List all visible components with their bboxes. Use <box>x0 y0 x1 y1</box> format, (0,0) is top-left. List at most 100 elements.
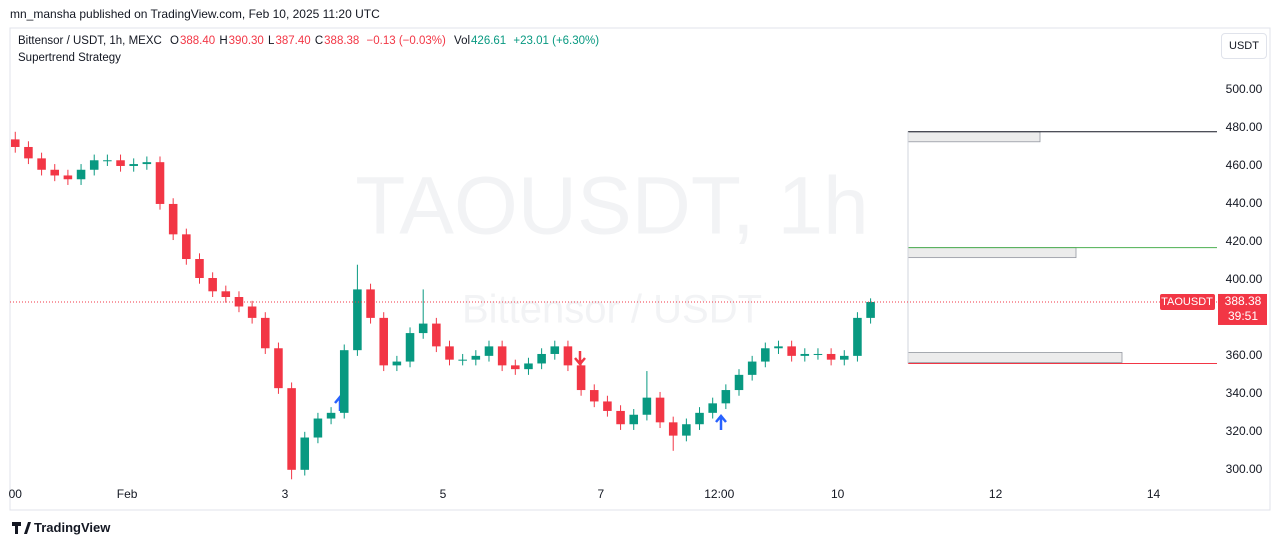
candle-body <box>826 353 836 360</box>
x-tick-label: 12:00 <box>704 487 734 501</box>
candle-body <box>24 146 33 159</box>
candle-body <box>63 175 73 180</box>
logo <box>12 522 31 534</box>
candle-body <box>800 353 810 356</box>
level-box <box>907 131 1041 143</box>
price-tag-countdown: 39:51 <box>1228 309 1258 323</box>
candle-body <box>50 169 60 176</box>
ohlc-label: L <box>268 35 275 47</box>
candle-body <box>734 374 744 391</box>
candle-body <box>642 397 652 415</box>
candle-body <box>287 388 296 470</box>
candle-body <box>221 291 231 297</box>
candle-body <box>603 401 612 411</box>
candle-body <box>103 160 112 162</box>
symbol: Bittensor / USDT, 1h, MEXC <box>18 35 162 47</box>
ohlc-label: C <box>314 35 324 47</box>
candle-body <box>747 361 757 375</box>
candle-body <box>432 323 441 347</box>
legend: Bittensor / USDT, 1h, MEXC O388.40 H390.… <box>18 35 600 47</box>
publish-info: mn_mansha published on TradingView.com, … <box>10 7 380 21</box>
candle-body <box>379 317 388 366</box>
x-tick-label: 12 <box>989 487 1003 501</box>
candle-body <box>484 346 494 356</box>
ohlc-label: O <box>170 35 179 47</box>
candle-body <box>589 390 599 402</box>
ohlc-value: 387.40 <box>275 35 311 47</box>
ohlc-value: 388.40 <box>179 35 216 47</box>
watermark: TAOUSDT, 1h <box>355 161 868 252</box>
candle-body <box>497 346 507 366</box>
candle-body <box>37 158 46 170</box>
level-box <box>907 247 1077 259</box>
candle-body <box>418 323 428 334</box>
x-tick-label: 7 <box>597 487 604 501</box>
y-tick-label: 440.00 <box>1226 196 1263 210</box>
candle-body <box>524 363 533 370</box>
y-tick-label: 400.00 <box>1226 272 1263 286</box>
x-tick-label: 3 <box>282 487 289 501</box>
candle-body <box>511 365 520 370</box>
buy-signal <box>715 414 727 430</box>
candle-body <box>208 278 217 292</box>
indicator: Supertrend Strategy <box>18 52 121 64</box>
candle-body <box>168 203 178 235</box>
candle-body <box>89 160 99 170</box>
y-tick-label: 500.00 <box>1226 82 1263 96</box>
candle-body <box>616 410 625 425</box>
candle-body <box>353 289 362 351</box>
candle-body <box>695 412 704 425</box>
candle-body <box>576 365 586 391</box>
x-tick-label: 5 <box>440 487 447 501</box>
candle-body <box>405 333 415 362</box>
y-tick-label: 320.00 <box>1226 424 1263 438</box>
y-tick-label: 300.00 <box>1226 462 1263 476</box>
x-tick-label: 14 <box>1147 487 1161 501</box>
candle-body <box>721 390 731 404</box>
candle-body <box>563 346 573 366</box>
candle-body <box>247 306 257 318</box>
price-tag-symbol-bg <box>1160 293 1215 310</box>
level-box <box>907 352 1123 363</box>
ohlc-value: 388.38 <box>324 35 360 47</box>
candle-body <box>655 397 665 423</box>
candle-body <box>300 437 310 470</box>
candle-body <box>10 139 20 147</box>
candle-body <box>471 355 481 360</box>
watermark-sub: Bittensor / USDT <box>462 288 762 332</box>
candle-body <box>274 348 283 389</box>
candle-body <box>537 353 546 364</box>
candle-body <box>366 289 375 318</box>
y-tick-label: 480.00 <box>1226 120 1263 134</box>
candle-body <box>629 414 639 425</box>
candle-body <box>142 162 152 165</box>
candle-body <box>392 361 402 366</box>
y-tick-label: 360.00 <box>1226 348 1263 362</box>
candle-body <box>668 422 678 436</box>
candle-body <box>761 348 770 362</box>
change: −0.13 (−0.03%) <box>366 35 446 47</box>
volume: 426.61 <box>471 35 507 47</box>
candle-body <box>116 160 125 166</box>
y-tick-label: 460.00 <box>1226 158 1263 172</box>
candle-body <box>313 418 323 438</box>
ohlc-label: H <box>219 35 228 47</box>
currency-button[interactable]: USDT <box>1221 33 1267 59</box>
candle-body <box>682 424 691 436</box>
candle-body <box>155 162 165 204</box>
candle-body <box>445 346 454 360</box>
volume-label: Vol <box>454 35 471 47</box>
candle-body <box>458 359 467 361</box>
y-tick-label: 420.00 <box>1226 234 1263 248</box>
candle-body <box>195 259 204 279</box>
candle-body <box>326 412 336 419</box>
candle-body <box>550 346 560 354</box>
price-tag-value: 388.38 <box>1225 294 1262 308</box>
candle-body <box>182 234 191 260</box>
price-tag-bg <box>1218 293 1267 325</box>
candle-body <box>339 350 349 413</box>
y-tick-label: 340.00 <box>1226 386 1263 400</box>
candle-body <box>76 169 86 180</box>
